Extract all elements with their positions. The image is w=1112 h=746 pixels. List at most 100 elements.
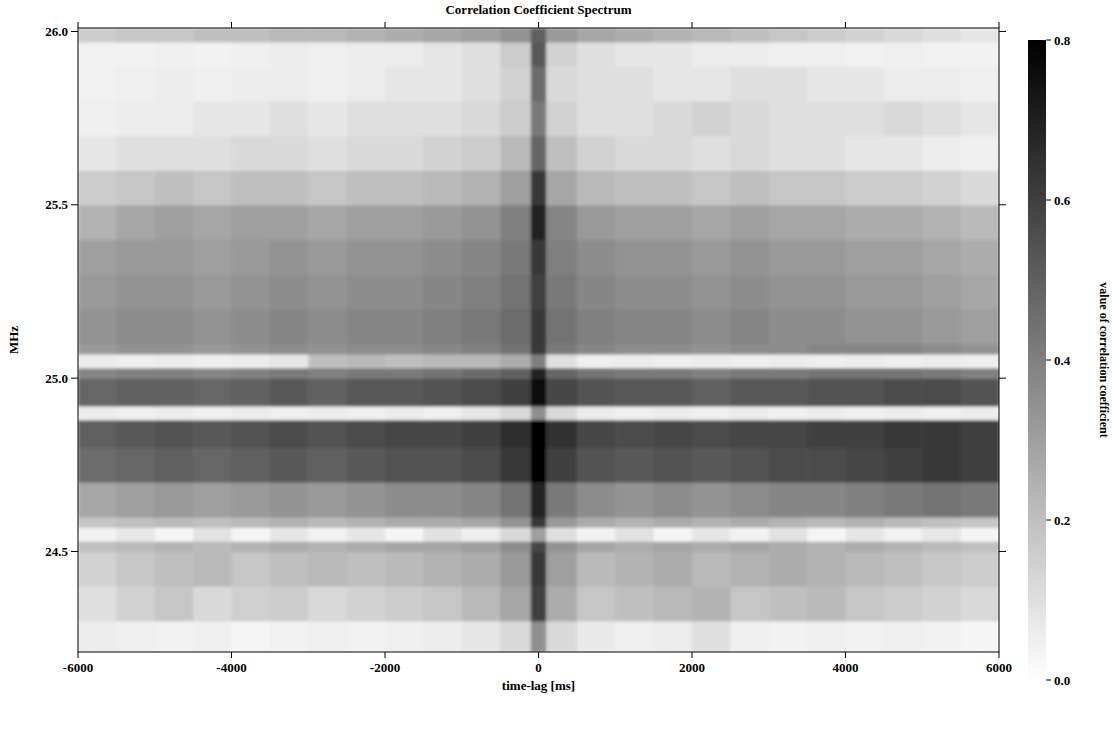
cell <box>423 378 462 406</box>
cell <box>769 101 808 136</box>
cell <box>769 447 808 482</box>
cell <box>78 586 117 621</box>
cell <box>155 28 194 42</box>
cell <box>846 586 885 621</box>
cell <box>232 135 271 170</box>
cell <box>232 551 271 586</box>
y-tick <box>71 551 78 552</box>
cell <box>846 135 885 170</box>
cell <box>615 42 654 67</box>
x-tick-label: 0 <box>535 660 542 675</box>
cell <box>232 378 271 406</box>
x-tick-label: 4000 <box>833 660 859 675</box>
cell <box>500 205 531 240</box>
cell <box>78 406 117 420</box>
cell <box>769 66 808 101</box>
cell <box>692 239 731 274</box>
cell <box>615 66 654 101</box>
x-tick <box>845 652 846 658</box>
cell <box>922 420 961 448</box>
cell <box>884 551 923 586</box>
cell <box>546 406 577 420</box>
cell <box>308 28 347 42</box>
cell <box>270 343 309 354</box>
cell <box>116 205 155 240</box>
cell <box>116 66 155 101</box>
cell <box>193 274 232 309</box>
y-tick <box>71 378 78 379</box>
cell <box>961 42 999 67</box>
cell <box>385 66 424 101</box>
cell <box>500 66 531 101</box>
cell <box>308 343 347 354</box>
cell <box>78 354 117 368</box>
cell <box>546 28 577 42</box>
cell <box>961 66 999 101</box>
y-tick-right <box>999 551 1006 552</box>
cell <box>922 517 961 528</box>
cell <box>462 28 501 42</box>
cell <box>846 343 885 354</box>
cell <box>577 170 616 205</box>
x-tick-top <box>385 22 386 28</box>
cell <box>78 482 117 517</box>
cell <box>116 170 155 205</box>
cell <box>385 621 424 652</box>
colorbar-tick-label: 0.6 <box>1054 193 1071 208</box>
cell <box>385 527 424 541</box>
cell <box>78 135 117 170</box>
cell <box>577 541 616 552</box>
cell <box>347 309 386 344</box>
cell <box>846 406 885 420</box>
cell <box>692 551 731 586</box>
cell <box>270 447 309 482</box>
cell <box>308 527 347 541</box>
plot-background <box>78 28 999 652</box>
cell <box>193 447 232 482</box>
cell <box>807 170 846 205</box>
y-tick-label: 26.0 <box>45 24 68 39</box>
cell <box>385 378 424 406</box>
cell <box>546 447 577 482</box>
cell <box>531 447 547 482</box>
cell <box>385 354 424 368</box>
colorbar-tick-label: 0.8 <box>1054 33 1071 48</box>
cell <box>232 343 271 354</box>
cell <box>423 420 462 448</box>
cell <box>546 274 577 309</box>
cell <box>615 406 654 420</box>
cell <box>462 406 501 420</box>
cell <box>769 406 808 420</box>
x-tick-label: -6000 <box>63 660 93 675</box>
cell <box>500 586 531 621</box>
cell <box>807 101 846 136</box>
cell <box>961 378 999 406</box>
cell <box>922 527 961 541</box>
cell <box>155 482 194 517</box>
cell <box>78 170 117 205</box>
cell <box>615 135 654 170</box>
cell <box>385 170 424 205</box>
cell <box>193 378 232 406</box>
x-tick <box>78 652 79 658</box>
colorbar-tick <box>1046 680 1051 681</box>
cell <box>615 101 654 136</box>
cell <box>531 170 547 205</box>
cell <box>347 135 386 170</box>
cell <box>500 378 531 406</box>
cell <box>807 343 846 354</box>
cell <box>961 621 999 652</box>
cell <box>730 517 769 528</box>
cell <box>769 517 808 528</box>
cell <box>232 527 271 541</box>
cell <box>423 527 462 541</box>
cell <box>270 239 309 274</box>
cell <box>385 420 424 448</box>
cell <box>155 274 194 309</box>
cell <box>961 354 999 368</box>
cell <box>769 482 808 517</box>
cell <box>577 28 616 42</box>
cell <box>116 420 155 448</box>
cell <box>615 170 654 205</box>
cell <box>961 343 999 354</box>
